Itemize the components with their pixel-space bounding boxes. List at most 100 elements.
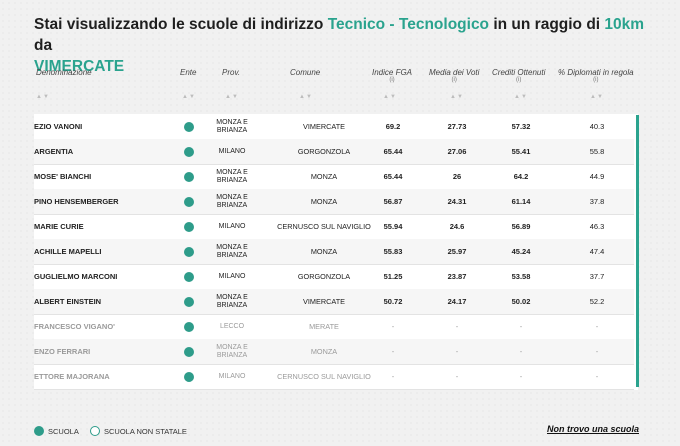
- school-name[interactable]: PINO HENSEMBERGER: [34, 197, 119, 206]
- legend-scuola-label: SCUOLA: [48, 426, 79, 436]
- indice-fga: -: [391, 322, 395, 331]
- table-row[interactable]: ACHILLE MAPELLI MONZA E BRIANZA MONZA 55.83…: [34, 239, 634, 265]
- info-icon[interactable]: (i): [593, 77, 599, 83]
- province: MILANO: [218, 272, 246, 280]
- title-citta: VIMERCATE: [34, 58, 125, 75]
- ente-dot-icon: [184, 346, 194, 357]
- comune: CERNUSCO SUL NAVIGLIO: [277, 372, 371, 381]
- table-row[interactable]: EZIO VANONI MONZA E BRIANZA VIMERCATE 69.2 2…: [34, 114, 634, 140]
- col-crediti-label: Crediti Ottenuti: [492, 68, 546, 77]
- scrollbar[interactable]: [636, 115, 639, 387]
- sort-prov[interactable]: ▲▼: [225, 94, 239, 100]
- info-icon[interactable]: (i): [451, 77, 457, 83]
- table-row[interactable]: GUGLIELMO MARCONI MILANO GORGONZOLA 51.25 23…: [34, 264, 634, 290]
- sort-voti[interactable]: ▲▼: [450, 94, 464, 100]
- col-fga-label: Indice FGA: [372, 68, 413, 77]
- sort-ente[interactable]: ▲▼: [182, 94, 196, 100]
- non-trovo-scuola-link[interactable]: Non trovo una scuola: [546, 424, 639, 434]
- ente-dot-icon: [184, 121, 194, 132]
- media-voti: 23.87: [447, 272, 467, 281]
- school-name[interactable]: ALBERT EINSTEIN: [34, 297, 102, 306]
- diplomati-regola: -: [595, 347, 599, 356]
- table-row[interactable]: MOSE' BIANCHI MONZA E BRIANZA MONZA 65.44 26…: [34, 164, 634, 190]
- school-name[interactable]: GUGLIELMO MARCONI: [34, 272, 118, 281]
- indice-fga: 65.44: [383, 147, 403, 156]
- filled-circle-icon: [34, 426, 44, 436]
- crediti-ottenuti: 64.2: [513, 172, 529, 181]
- col-voti-label: Media dei Voti: [429, 68, 480, 77]
- table-row[interactable]: ARGENTIA MILANO GORGONZOLA 65.44 27.06 55.41 5…: [34, 139, 634, 165]
- sort-crediti[interactable]: ▲▼: [514, 94, 528, 100]
- indice-fga: 55.94: [383, 222, 403, 231]
- province: MILANO: [218, 147, 246, 155]
- ente-dot-icon: [184, 196, 194, 207]
- col-denominazione: Denominazione: [36, 68, 92, 77]
- diplomati-regola: 44.9: [589, 172, 605, 181]
- ente-cell: [182, 314, 196, 339]
- table-row[interactable]: ALBERT EINSTEIN MONZA E BRIANZA VIMERCATE 5…: [34, 289, 634, 315]
- school-name[interactable]: ACHILLE MAPELLI: [34, 247, 102, 256]
- sort-comune[interactable]: ▲▼: [299, 94, 313, 100]
- ente-dot-icon: [184, 296, 194, 307]
- comune: MONZA: [310, 172, 338, 181]
- school-name[interactable]: MOSE' BIANCHI: [34, 172, 92, 181]
- school-name[interactable]: ARGENTIA: [34, 147, 74, 156]
- province: LECCO: [219, 322, 245, 330]
- province: MONZA E BRIANZA: [216, 343, 248, 359]
- table-row[interactable]: ETTORE MAJORANA MILANO CERNUSCO SUL NAVIGL…: [34, 364, 634, 390]
- province: MONZA E BRIANZA: [216, 243, 248, 259]
- crediti-ottenuti: -: [519, 322, 523, 331]
- comune: MERATE: [309, 322, 339, 331]
- sort-diplomati[interactable]: ▲▼: [590, 94, 604, 100]
- media-voti: 24.6: [449, 222, 465, 231]
- media-voti: -: [455, 347, 459, 356]
- comune: MONZA: [310, 247, 338, 256]
- info-icon[interactable]: (i): [389, 77, 395, 83]
- title-raggio: 10km: [604, 16, 645, 33]
- ente-cell: [182, 139, 196, 164]
- ente-dot-icon: [184, 146, 194, 157]
- media-voti: 24.17: [447, 297, 467, 306]
- ente-cell: [182, 289, 196, 314]
- province: MONZA E BRIANZA: [216, 193, 248, 209]
- crediti-ottenuti: 50.02: [511, 297, 531, 306]
- comune: MONZA: [310, 197, 338, 206]
- ente-cell: [182, 164, 196, 189]
- ente-cell: [182, 214, 196, 239]
- comune: VIMERCATE: [302, 122, 346, 131]
- table-row[interactable]: ENZO FERRARI MONZA E BRIANZA MONZA - - - -: [34, 339, 634, 365]
- school-name[interactable]: MARIE CURIE: [34, 222, 84, 231]
- title-suffix: da: [34, 37, 53, 54]
- col-comune: Comune: [290, 68, 321, 77]
- hollow-circle-icon: [90, 426, 100, 436]
- school-name[interactable]: ETTORE MAJORANA: [34, 372, 110, 381]
- col-voti: Media dei Voti (i): [429, 68, 479, 83]
- ente-cell: [182, 114, 196, 139]
- title-indirizzo: Tecnico - Tecnologico: [327, 16, 490, 33]
- media-voti: -: [455, 322, 459, 331]
- col-diplomati-label: % Diplomati in regola: [558, 68, 634, 77]
- table-row[interactable]: MARIE CURIE MILANO CERNUSCO SUL NAVIGLIO 55…: [34, 214, 634, 240]
- ente-dot-icon: [184, 171, 194, 182]
- schools-table: EZIO VANONI MONZA E BRIANZA VIMERCATE 69.2 2…: [34, 114, 638, 390]
- school-name[interactable]: ENZO FERRARI: [34, 347, 91, 356]
- indice-fga: -: [391, 347, 395, 356]
- title-middle: in un raggio di: [489, 16, 605, 33]
- province: MONZA E BRIANZA: [216, 293, 248, 309]
- table-row[interactable]: FRANCESCO VIGANO' LECCO MERATE - - - -: [34, 314, 634, 340]
- crediti-ottenuti: -: [519, 372, 523, 381]
- table-row[interactable]: PINO HENSEMBERGER MONZA E BRIANZA MONZA 56.…: [34, 189, 634, 215]
- diplomati-regola: 52.2: [589, 297, 605, 306]
- info-icon[interactable]: (i): [516, 77, 522, 83]
- ente-dot-icon: [184, 221, 194, 232]
- comune: VIMERCATE: [302, 297, 346, 306]
- crediti-ottenuti: 57.32: [511, 122, 531, 131]
- sort-denominazione[interactable]: ▲▼: [36, 94, 50, 100]
- indice-fga: 51.25: [383, 272, 403, 281]
- legend-non-statale-label: SCUOLA NON STATALE: [104, 426, 187, 436]
- sort-fga[interactable]: ▲▼: [383, 94, 397, 100]
- school-name[interactable]: EZIO VANONI: [34, 122, 83, 131]
- page-title: Stai visualizzando le scuole di indirizz…: [34, 14, 654, 77]
- school-name[interactable]: FRANCESCO VIGANO': [34, 322, 115, 331]
- col-prov: Prov.: [222, 68, 241, 77]
